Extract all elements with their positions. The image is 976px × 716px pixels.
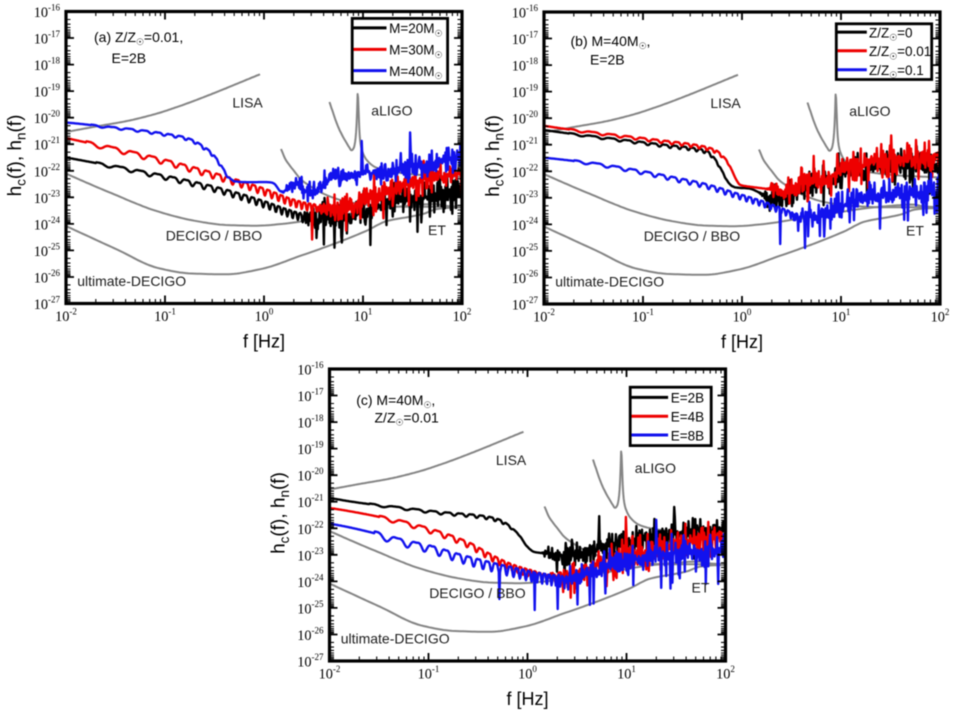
svg-text:Z/Z☉=0: Z/Z☉=0 bbox=[869, 25, 913, 42]
svg-text:DECIGO / BBO: DECIGO / BBO bbox=[644, 228, 741, 244]
svg-text:DECIGO / BBO: DECIGO / BBO bbox=[166, 228, 263, 244]
svg-text:(a) Z/Z☉=0.01,: (a) Z/Z☉=0.01, bbox=[94, 29, 183, 47]
svg-text:Z/Z☉=0.1: Z/Z☉=0.1 bbox=[869, 63, 924, 80]
svg-text:ultimate-DECIGO: ultimate-DECIGO bbox=[77, 273, 186, 289]
svg-text:f [Hz]: f [Hz] bbox=[506, 689, 548, 709]
svg-text:E=8B: E=8B bbox=[671, 428, 704, 443]
svg-text:102: 102 bbox=[453, 307, 472, 326]
svg-text:hc(f), hn(f): hc(f), hn(f) bbox=[5, 115, 29, 197]
svg-text:ultimate-DECIGO: ultimate-DECIGO bbox=[555, 274, 664, 290]
svg-text:M=40M☉: M=40M☉ bbox=[389, 64, 442, 81]
svg-text:101: 101 bbox=[832, 307, 851, 326]
svg-text:hc(f), hn(f): hc(f), hn(f) bbox=[269, 472, 293, 554]
svg-text:M=30M☉: M=30M☉ bbox=[389, 43, 442, 60]
svg-text:101: 101 bbox=[617, 664, 636, 683]
svg-text:E=2B: E=2B bbox=[590, 51, 625, 67]
svg-text:Z/Z☉=0.01: Z/Z☉=0.01 bbox=[375, 410, 440, 428]
svg-text:101: 101 bbox=[354, 307, 373, 326]
svg-text:ultimate-DECIGO: ultimate-DECIGO bbox=[341, 631, 450, 647]
svg-text:LISA: LISA bbox=[710, 95, 741, 111]
svg-text:(c) M=40M☉,: (c) M=40M☉, bbox=[356, 392, 435, 410]
svg-text:E=2B: E=2B bbox=[671, 391, 704, 406]
svg-text:LISA: LISA bbox=[496, 452, 527, 468]
svg-text:ET: ET bbox=[692, 580, 710, 596]
svg-text:hc(f), hn(f): hc(f), hn(f) bbox=[483, 115, 507, 197]
svg-text:(b) M=40M☉,: (b) M=40M☉, bbox=[571, 33, 651, 51]
svg-text:LISA: LISA bbox=[232, 95, 263, 111]
svg-text:102: 102 bbox=[716, 664, 735, 683]
svg-text:f [Hz]: f [Hz] bbox=[243, 332, 285, 352]
svg-text:102: 102 bbox=[931, 307, 950, 326]
svg-text:aLIGO: aLIGO bbox=[849, 103, 890, 119]
svg-text:aLIGO: aLIGO bbox=[635, 460, 676, 476]
svg-text:E=2B: E=2B bbox=[112, 50, 147, 66]
svg-text:DECIGO / BBO: DECIGO / BBO bbox=[429, 585, 526, 601]
svg-text:f [Hz]: f [Hz] bbox=[721, 332, 763, 352]
svg-text:E=4B: E=4B bbox=[671, 410, 704, 425]
svg-text:M=20M☉: M=20M☉ bbox=[389, 21, 442, 38]
svg-text:Z/Z☉=0.01: Z/Z☉=0.01 bbox=[869, 44, 931, 61]
svg-text:ET: ET bbox=[906, 223, 924, 239]
svg-text:aLIGO: aLIGO bbox=[371, 102, 412, 118]
svg-text:ET: ET bbox=[428, 222, 446, 238]
